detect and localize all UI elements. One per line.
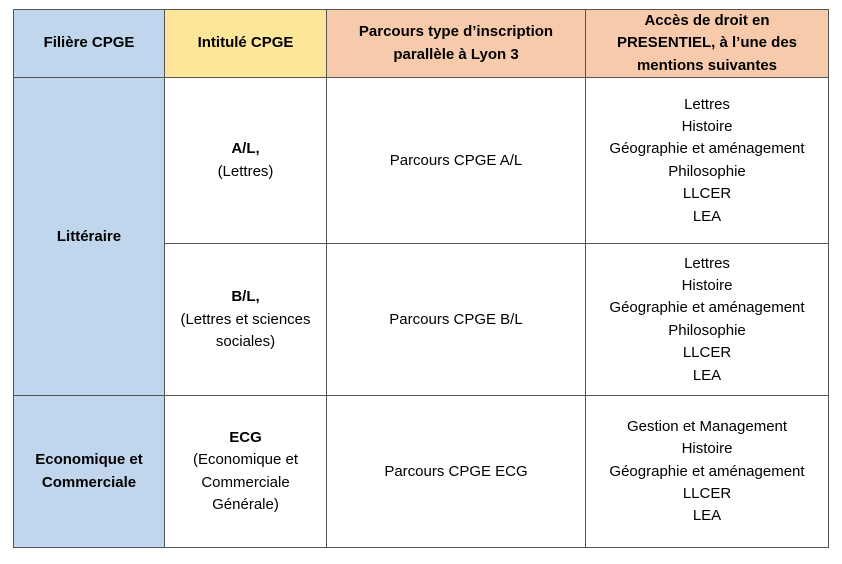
mention: LLCER	[682, 484, 732, 502]
parcours-cell: Parcours CPGE ECG	[326, 395, 586, 549]
intitule-name: (Economique et Commerciale Générale)	[192, 451, 299, 514]
intitule-cell: B/L, (Lettres et sciences sociales)	[164, 243, 327, 397]
intitule-cell: ECG (Economique et Commerciale Générale)	[164, 395, 327, 549]
mention: Géographie et aménagement	[609, 140, 805, 158]
header-parcours: Parcours type d’inscription parallèle à …	[326, 8, 586, 79]
header-filiere: Filière CPGE	[13, 8, 165, 79]
header-acces: Accès de droit en PRESENTIEL, à l’une de…	[585, 8, 829, 79]
mention: LEA	[692, 507, 722, 525]
table-row: B/L, (Lettres et sciences sociales) Parco…	[14, 243, 829, 397]
mention: Gestion et Management	[626, 417, 788, 435]
mention: Géographie et aménagement	[609, 462, 805, 480]
mentions-cell: Lettres Histoire Géographie et aménageme…	[585, 77, 829, 245]
parcours-cell: Parcours CPGE A/L	[326, 77, 586, 245]
mention: Philosophie	[668, 321, 746, 339]
mention: LEA	[692, 207, 722, 225]
cpge-table: Filière CPGE Intitulé CPGE Parcours type…	[13, 8, 829, 549]
mention: Philosophie	[668, 162, 746, 180]
intitule-name: (Lettres et sciences sociales)	[180, 310, 311, 350]
mention: Histoire	[681, 117, 733, 135]
mention: LLCER	[682, 344, 732, 362]
mention: Histoire	[681, 440, 733, 458]
mention: Histoire	[681, 276, 733, 294]
intitule-name: (Lettres)	[217, 162, 274, 180]
mention: Lettres	[684, 254, 730, 272]
mention: LLCER	[682, 185, 732, 203]
mentions-cell: Gestion et Management Histoire Géographi…	[585, 395, 829, 549]
intitule-code: B/L,	[231, 288, 260, 306]
table-row: Littéraire A/L, (Lettres) Parcours CPGE A…	[13, 77, 829, 397]
parcours-cell: Parcours CPGE B/L	[326, 243, 586, 397]
intitule-cell: A/L, (Lettres)	[164, 77, 327, 245]
filiere-cell: Economique et Commerciale	[13, 395, 165, 549]
table-row: Economique et Commerciale ECG (Economique…	[13, 395, 829, 549]
header-intitule: Intitulé CPGE	[164, 8, 327, 79]
intitule-code: ECG	[229, 428, 262, 446]
mention: Géographie et aménagement	[609, 299, 805, 317]
header-row: Filière CPGE Intitulé CPGE Parcours type…	[13, 8, 829, 79]
mentions-cell: Lettres Histoire Géographie et aménageme…	[585, 243, 829, 397]
intitule-code: A/L,	[231, 140, 260, 158]
mention: Lettres	[684, 95, 730, 113]
mention: LEA	[692, 366, 722, 384]
filiere-cell: Littéraire	[13, 77, 165, 397]
